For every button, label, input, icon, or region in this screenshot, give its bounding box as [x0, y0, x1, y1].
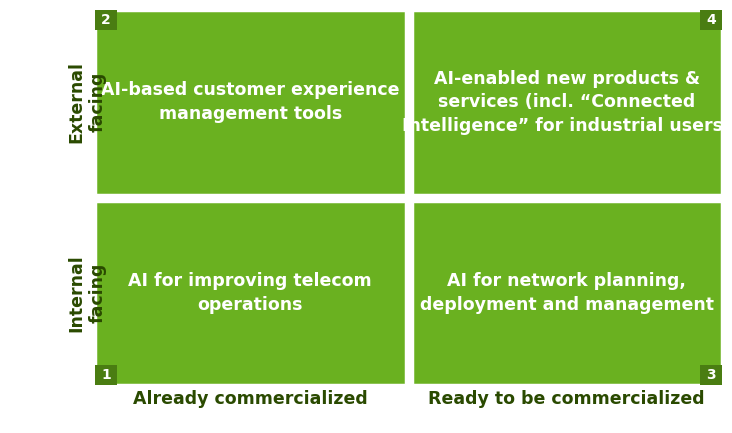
Text: 4: 4 — [706, 13, 716, 27]
Text: Already commercialized: Already commercialized — [133, 390, 367, 408]
Text: 1: 1 — [101, 368, 111, 382]
Text: AI for improving telecom
operations: AI for improving telecom operations — [128, 272, 372, 313]
Text: AI for network planning,
deployment and management: AI for network planning, deployment and … — [419, 272, 714, 313]
Bar — [411, 200, 722, 385]
Bar — [95, 200, 406, 385]
Bar — [700, 365, 722, 385]
Text: Ready to be commercialized: Ready to be commercialized — [428, 390, 705, 408]
Bar — [95, 365, 117, 385]
Text: AI-based customer experience
management tools: AI-based customer experience management … — [101, 81, 400, 123]
Bar — [411, 10, 722, 194]
Text: 2: 2 — [101, 13, 111, 27]
Text: Internal
facing: Internal facing — [67, 254, 107, 332]
Bar — [95, 10, 406, 194]
Text: 3: 3 — [706, 368, 716, 382]
Text: External
facing: External facing — [67, 61, 107, 143]
Bar — [700, 10, 722, 30]
Text: AI-enabled new products &
services (incl. “Connected
Intelligence” for industria: AI-enabled new products & services (incl… — [403, 70, 731, 135]
Bar — [95, 10, 117, 30]
